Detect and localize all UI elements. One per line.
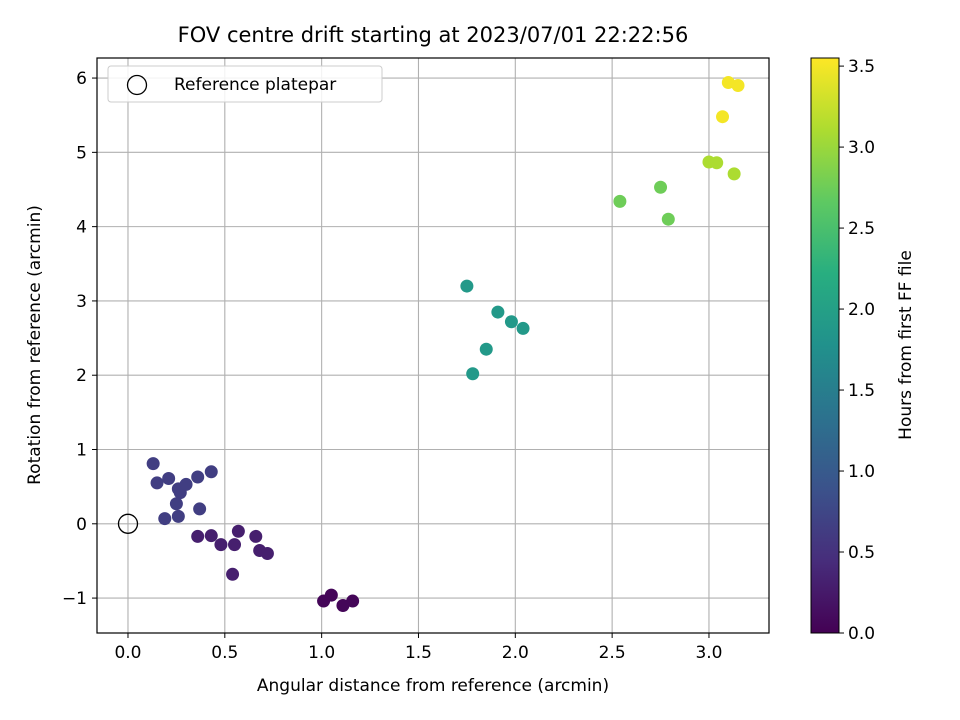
data-point bbox=[171, 509, 185, 523]
data-point bbox=[346, 594, 360, 608]
colorbar-tick-label: 3.0 bbox=[848, 138, 875, 158]
x-tick-label: 0.0 bbox=[114, 643, 141, 663]
colorbar-tick-label: 1.5 bbox=[848, 381, 875, 401]
x-tick-label: 0.5 bbox=[211, 643, 238, 663]
x-tick-label: 1.5 bbox=[405, 643, 432, 663]
colorbar-tick-label: 2.0 bbox=[848, 300, 875, 320]
plot-frame bbox=[96, 57, 770, 634]
data-point bbox=[479, 342, 493, 356]
legend-marker bbox=[126, 74, 148, 96]
y-tick-label: 2 bbox=[76, 366, 87, 386]
data-point bbox=[710, 156, 724, 170]
data-point bbox=[716, 110, 730, 124]
colorbar-label: Hours from first FF file bbox=[896, 250, 916, 440]
axis-ticks: 0.0 0.5 1.0 1.5 2.0 2.5 3.0 −1 0 1 2 3 4 5 6 bbox=[62, 69, 723, 663]
data-point bbox=[491, 305, 505, 319]
reference-platepar-marker bbox=[117, 513, 139, 534]
y-tick-label: 5 bbox=[76, 143, 87, 163]
data-point bbox=[654, 180, 668, 194]
legend: Reference platepar bbox=[107, 65, 383, 103]
colorbar-tick-label: 2.5 bbox=[848, 219, 875, 239]
data-point bbox=[158, 512, 172, 526]
data-point bbox=[727, 167, 741, 181]
x-tick-label: 1.0 bbox=[308, 643, 335, 663]
data-point bbox=[204, 465, 218, 479]
y-tick-label: 0 bbox=[76, 515, 87, 535]
data-point bbox=[150, 476, 164, 490]
legend-label: Reference platepar bbox=[174, 75, 336, 95]
y-tick-label: 1 bbox=[76, 441, 87, 461]
data-point bbox=[191, 529, 205, 543]
data-point bbox=[214, 538, 228, 552]
colorbar-gradient bbox=[810, 57, 840, 634]
colorbar: 0.0 0.5 1.0 1.5 2.0 2.5 3.0 3.5 Hours from firs… bbox=[810, 57, 916, 644]
x-tick-label: 2.0 bbox=[502, 643, 529, 663]
y-axis-label: Rotation from reference (arcmin) bbox=[25, 205, 45, 485]
data-point bbox=[162, 471, 176, 485]
data-point bbox=[324, 588, 338, 602]
x-axis-label: Angular distance from reference (arcmin) bbox=[257, 676, 609, 696]
grid bbox=[97, 58, 769, 633]
y-tick-label: 3 bbox=[76, 292, 87, 312]
data-point bbox=[460, 279, 474, 293]
legend-box bbox=[107, 65, 383, 103]
x-tick-label: 3.0 bbox=[695, 643, 722, 663]
colorbar-tick-label: 0.0 bbox=[848, 624, 875, 644]
data-point bbox=[504, 315, 518, 329]
data-point bbox=[336, 599, 350, 613]
data-point bbox=[226, 567, 240, 581]
data-point bbox=[191, 470, 205, 484]
data-point bbox=[249, 529, 263, 543]
chart-title: FOV centre drift starting at 2023/07/01 … bbox=[178, 23, 689, 47]
data-point bbox=[260, 547, 274, 561]
data-point bbox=[179, 477, 193, 491]
data-point bbox=[613, 194, 627, 208]
y-tick-label: −1 bbox=[62, 589, 87, 609]
data-point bbox=[146, 457, 160, 471]
data-point bbox=[227, 538, 241, 552]
data-point bbox=[731, 78, 745, 92]
data-point bbox=[204, 529, 218, 543]
x-tick-label: 2.5 bbox=[599, 643, 626, 663]
data-point bbox=[231, 524, 245, 538]
data-point bbox=[466, 367, 480, 381]
colorbar-ticks: 0.0 0.5 1.0 1.5 2.0 2.5 3.0 3.5 bbox=[839, 57, 875, 644]
data-point bbox=[193, 502, 207, 516]
colorbar-tick-label: 1.0 bbox=[848, 462, 875, 482]
data-point bbox=[661, 212, 675, 226]
data-point bbox=[169, 497, 183, 511]
colorbar-tick-label: 0.5 bbox=[848, 543, 875, 563]
colorbar-tick-label: 3.5 bbox=[848, 57, 875, 77]
y-tick-label: 6 bbox=[76, 69, 87, 89]
y-tick-label: 4 bbox=[76, 218, 87, 238]
data-point bbox=[516, 321, 530, 335]
data-points bbox=[117, 76, 745, 613]
